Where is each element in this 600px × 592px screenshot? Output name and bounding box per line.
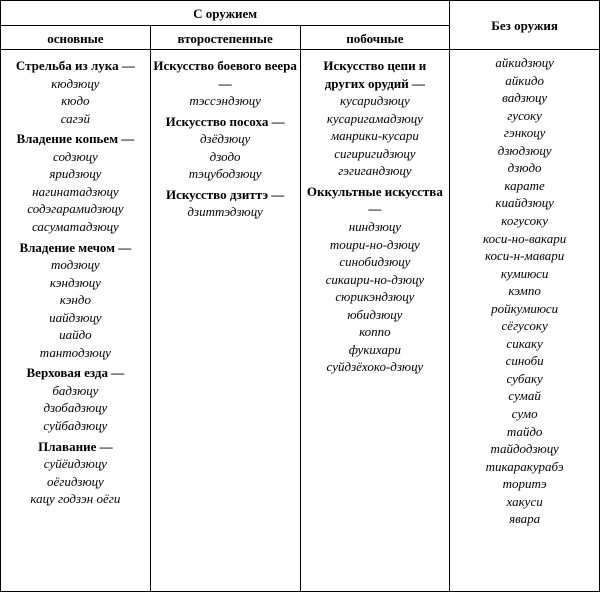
- list-item: гэгигандзюцу: [338, 162, 411, 180]
- list-item: манрики-кусари: [331, 127, 419, 145]
- list-item: айкидо: [505, 72, 544, 90]
- list-item: иайдзюцу: [49, 309, 101, 327]
- col-secondary: Искусство боевого веера —тэссэндзюцу Иску…: [150, 50, 300, 592]
- list-item: суйёидзюцу: [44, 455, 107, 473]
- list-item: кусаридзюцу: [340, 92, 410, 110]
- group-heading: Верховая езда —: [27, 364, 125, 382]
- col-side: Искусство цепи и других орудий —кусаридз…: [300, 50, 450, 592]
- header-side: побочные: [300, 25, 450, 50]
- list-item: дзёдзюцу: [200, 130, 250, 148]
- list-item: сёгусоку: [502, 317, 548, 335]
- list-item: содзюцу: [53, 148, 98, 166]
- list-item: сикаку: [506, 335, 542, 353]
- list-item: сумо: [512, 405, 538, 423]
- list-item: тэцубодзюцу: [189, 165, 262, 183]
- list-item: дзобадзюцу: [43, 399, 107, 417]
- list-item: сюрикэндзюцу: [335, 288, 414, 306]
- group-heading: Владение мечом —: [19, 239, 131, 257]
- list-item: содэгарамидзюцу: [27, 200, 123, 218]
- list-item: бадзюцу: [52, 382, 98, 400]
- list-item: кэмпо: [508, 282, 540, 300]
- list-item: субаку: [506, 370, 542, 388]
- list-item: сасуматадзюцу: [32, 218, 119, 236]
- list-item: яридзюцу: [49, 165, 101, 183]
- list-item: когусоку: [501, 212, 548, 230]
- group-heading: Искусство боевого веера —: [153, 57, 298, 92]
- col-primary: Стрельба из лука —кюдзюцукюдосагэй Владен…: [1, 50, 151, 592]
- list-item: торитэ: [503, 475, 547, 493]
- list-item: тоири-но-дзюцу: [330, 236, 420, 254]
- list-item: сумай: [508, 387, 540, 405]
- list-item: хакуси: [507, 493, 543, 511]
- list-item: кумиюси: [501, 265, 549, 283]
- list-item: сигиригидзюцу: [334, 145, 415, 163]
- list-item: иайдо: [59, 326, 92, 344]
- header-secondary: второстепенные: [150, 25, 300, 50]
- list-item: ройкумиюси: [491, 300, 558, 318]
- list-item: кэндзюцу: [50, 274, 101, 292]
- list-item: дзодо: [210, 148, 241, 166]
- list-item: кюдо: [61, 92, 89, 110]
- group-heading: Плавание —: [38, 438, 112, 456]
- group-heading: Оккультные искусства —: [303, 183, 448, 218]
- list-item: тикаракурабэ: [486, 458, 564, 476]
- group-heading: Искусство посоха —: [166, 113, 285, 131]
- list-item: тайдо: [507, 423, 543, 441]
- group-heading: Искусство дзиттэ —: [166, 186, 284, 204]
- list-item: кюдзюцу: [51, 75, 99, 93]
- list-item: вадзюцу: [502, 89, 547, 107]
- list-item: тантодзюцу: [40, 344, 111, 362]
- list-item: коси-но-вакари: [483, 230, 566, 248]
- list-item: фукихари: [349, 341, 401, 359]
- list-item: тайдодзюцу: [490, 440, 558, 458]
- list-item: айкидзюцу: [495, 54, 554, 72]
- list-item: кэндо: [60, 291, 91, 309]
- list-item: киайдзюцу: [495, 194, 554, 212]
- list-item: синобидзюцу: [339, 253, 410, 271]
- group-heading: Стрельба из лука —: [16, 57, 135, 75]
- list-item: карате: [504, 177, 544, 195]
- list-item: суйбадзюцу: [43, 417, 107, 435]
- header-without-weapon: Без оружия: [450, 1, 600, 50]
- list-item: юбидзюцу: [347, 306, 402, 324]
- list-item: дзюдзюцу: [498, 142, 552, 160]
- list-item: ниндзюцу: [349, 218, 401, 236]
- list-item: суйдзёхоко-дзюцу: [327, 358, 424, 376]
- list-item: синоби: [506, 352, 544, 370]
- list-item: тодзюцу: [51, 256, 100, 274]
- list-item: нагинатадзюцу: [32, 183, 118, 201]
- group-heading: Искусство цепи и других орудий —: [303, 57, 448, 92]
- list-item: коппо: [359, 323, 391, 341]
- list-item: дзиттэдзюцу: [187, 203, 262, 221]
- list-item: явара: [509, 510, 540, 528]
- list-item: гусоку: [507, 107, 542, 125]
- list-item: коси-н-мавари: [485, 247, 564, 265]
- header-with-weapon: С оружием: [1, 1, 450, 26]
- list-item: оёгидзюцу: [47, 473, 104, 491]
- col-without: айкидзюцуайкидовадзюцугусокугэнкоцудзюдз…: [450, 50, 600, 592]
- group-heading: Владение копьем —: [16, 130, 134, 148]
- list-item: сагэй: [61, 110, 90, 128]
- list-item: гэнкоцу: [504, 124, 545, 142]
- list-item: кусаригамадзюцу: [327, 110, 423, 128]
- list-item: кацу годзэн оёги: [30, 490, 120, 508]
- list-item: дзюдо: [508, 159, 542, 177]
- list-item: тэссэндзюцу: [189, 92, 261, 110]
- list-item: сикаири-но-дзюцу: [326, 271, 425, 289]
- header-primary: основные: [1, 25, 151, 50]
